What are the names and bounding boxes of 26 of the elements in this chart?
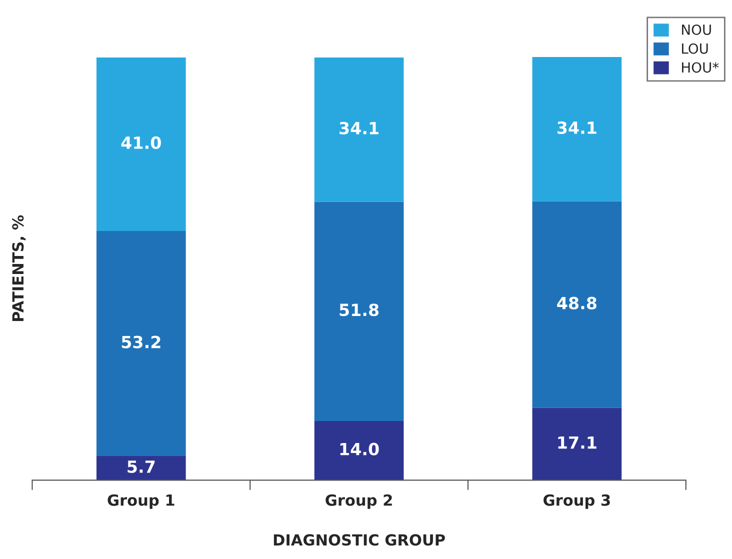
legend-label: HOU* [682, 62, 719, 73]
bar [314, 420, 404, 480]
data-label: 53.2 [122, 336, 160, 348]
x-axis-title: DIAGNOSTIC GROUP [274, 534, 445, 546]
data-label: 34.1 [557, 121, 596, 134]
x-tick-label: Group 3 [544, 494, 610, 509]
data-label: 34.1 [340, 122, 378, 134]
x-tick-label: Group 1 [108, 494, 174, 509]
y-axis-title: PATIENTS, % [12, 215, 26, 322]
bar [314, 202, 404, 421]
bar [314, 57, 404, 202]
data-label: 5.7 [128, 460, 155, 473]
x-tick-label: Group 2 [326, 494, 392, 509]
data-label: 48.8 [557, 296, 596, 310]
bar [96, 230, 186, 456]
bar [532, 57, 622, 202]
data-label: 51.8 [340, 304, 379, 316]
bar [532, 408, 622, 480]
data-label: 17.1 [558, 436, 596, 449]
legend-label: LOU [682, 43, 708, 54]
data-label: 14.0 [340, 442, 379, 456]
data-label: 41.0 [121, 136, 161, 150]
legend-label: NOU [682, 24, 711, 35]
bar [532, 201, 622, 408]
bar [96, 57, 186, 231]
bar [96, 456, 186, 480]
